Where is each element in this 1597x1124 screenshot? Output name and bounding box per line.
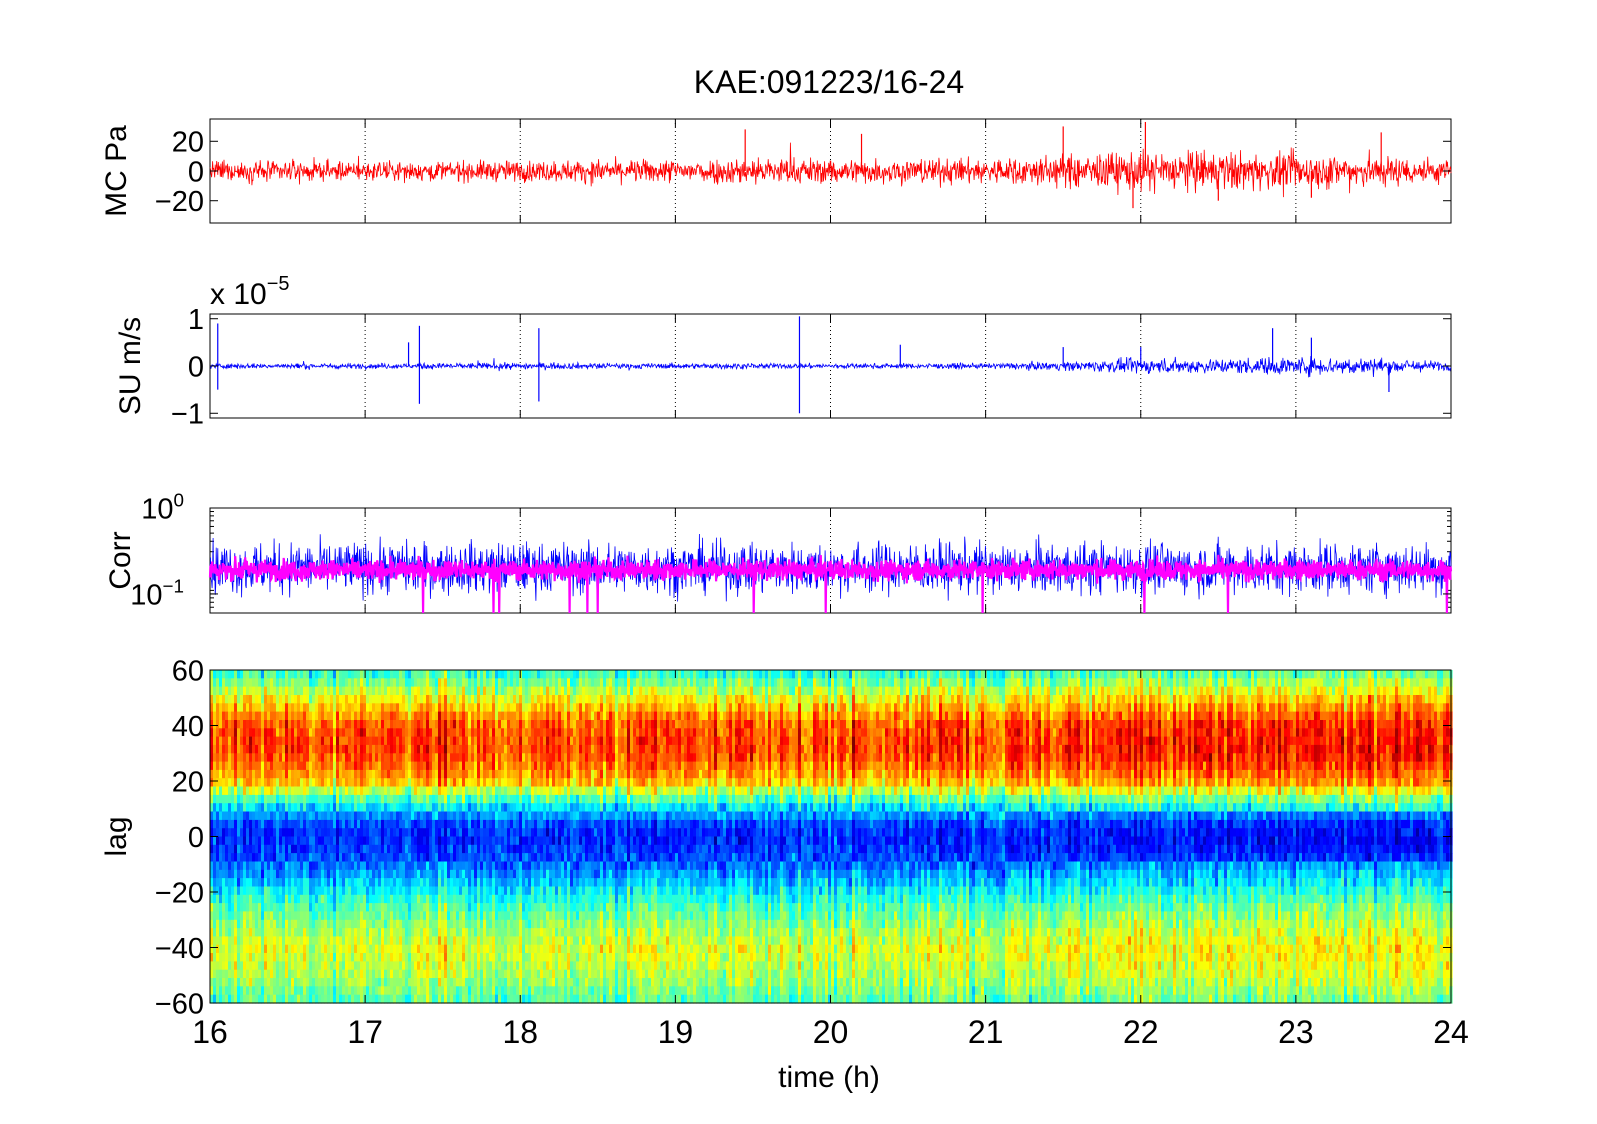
y-axis-label: SU m/s — [114, 317, 147, 415]
y-tick-label: −1 — [171, 399, 204, 431]
y-axis-label: MC Pa — [100, 125, 133, 217]
y-axis-label: Corr — [104, 531, 137, 589]
y-tick-label: 100 — [141, 489, 184, 525]
panel-su-velocity: 1 0 −1 SU m/s x 10−5 — [114, 273, 1451, 431]
y-tick-label: 0 — [188, 156, 204, 188]
y-tick-label: 20 — [172, 127, 204, 159]
chart-title: KAE:091223/16-24 — [694, 64, 964, 100]
y-multiplier: x 10−5 — [210, 273, 290, 311]
y-tick-label: 10−1 — [130, 575, 184, 611]
panel-mc-pressure: 200−20 MC Pa — [100, 119, 1451, 223]
series-line — [210, 143, 1451, 198]
y-tick-label: −20 — [155, 186, 204, 218]
y-tick-label: 1 — [188, 304, 204, 336]
y-tick-label: 0 — [188, 351, 204, 383]
